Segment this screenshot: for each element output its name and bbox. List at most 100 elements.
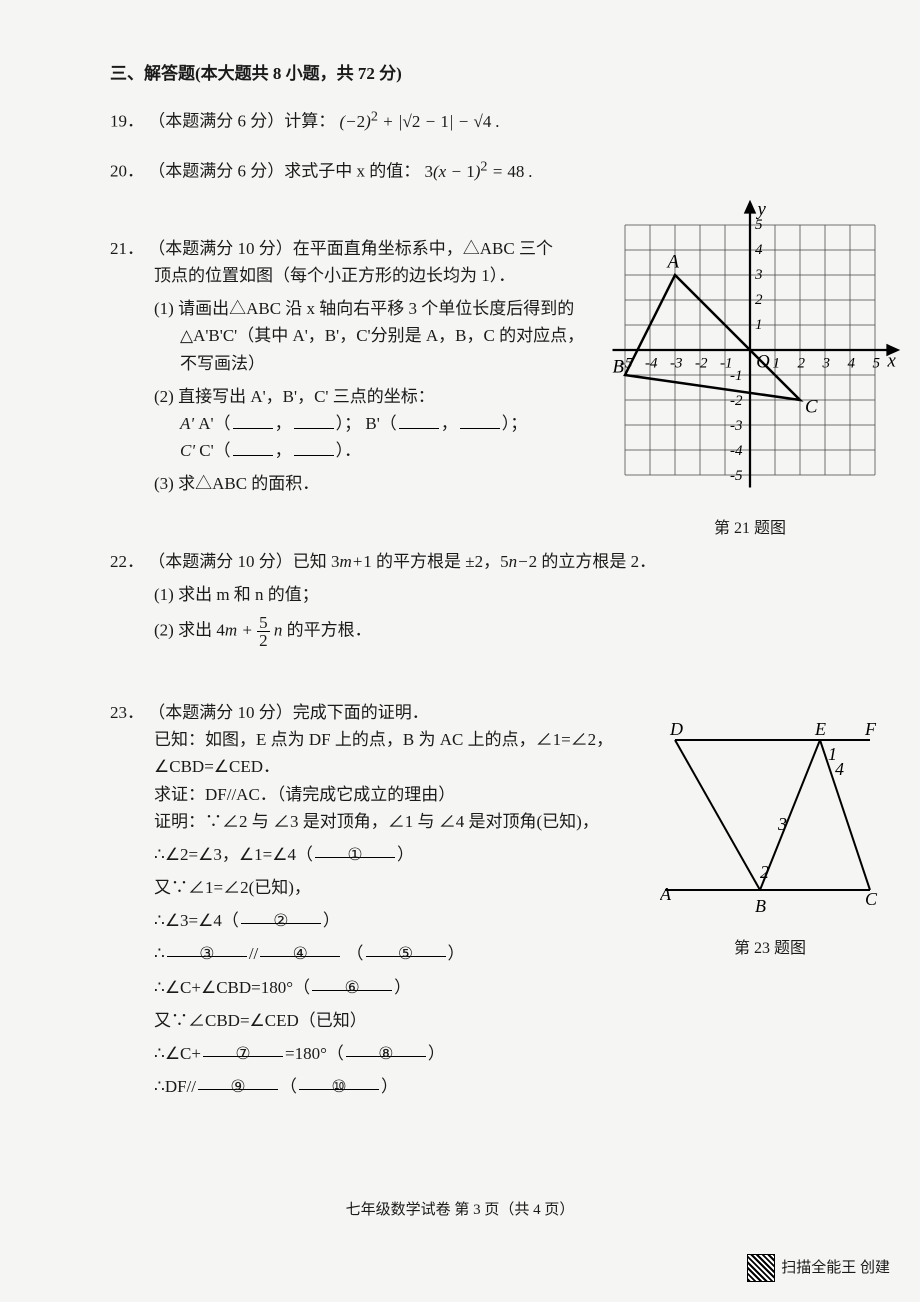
q21-part1-a: (1) 请画出△ABC 沿 x 轴向右平移 3 个单位长度后得到的 <box>110 295 590 322</box>
blank-8[interactable]: ⑧ <box>346 1040 426 1057</box>
q23-proof9: ∴DF//⑨（⑩） <box>110 1073 630 1100</box>
q21-part1-b: △A'B'C'（其中 A'，B'，C'分别是 A，B，C 的对应点， <box>110 322 590 349</box>
blank-3[interactable]: ③ <box>167 940 247 957</box>
q21-a-label: A'（ <box>198 414 230 433</box>
q23-proof5d: ） <box>448 944 465 963</box>
svg-text:-3: -3 <box>670 356 683 372</box>
blank-6[interactable]: ⑥ <box>312 974 392 991</box>
svg-text:C: C <box>865 889 878 909</box>
q23-proof6: ∴∠C+∠CBD=180°（⑥） <box>110 974 630 1001</box>
svg-text:-4: -4 <box>645 356 658 372</box>
svg-text:4: 4 <box>835 759 844 779</box>
q21-part2-blanks-1: A' A'（，）； B'（，）； <box>110 410 590 437</box>
svg-text:5: 5 <box>755 217 763 233</box>
q23-proof9b: （ <box>280 1077 297 1096</box>
q21-number: 21． <box>110 239 144 258</box>
q23-proof4a: ∴∠3=∠4（ <box>154 911 239 930</box>
svg-text:2: 2 <box>760 862 769 882</box>
q23-proof5c: （ <box>347 944 364 963</box>
q23-proof2: ∴∠2=∠3，∠1=∠4（①） <box>110 841 630 868</box>
circled-7: ⑦ <box>203 1040 283 1067</box>
blank-c-x[interactable] <box>233 439 273 456</box>
section-header: 三、解答题(本大题共 8 小题，共 72 分) <box>110 60 820 87</box>
question-21: 21． （本题满分 10 分）在平面直角坐标系中，△ABC 三个 顶点的位置如图… <box>110 235 590 498</box>
circled-8: ⑧ <box>346 1040 426 1067</box>
svg-text:-2: -2 <box>730 393 743 409</box>
q23-number: 23． <box>110 703 144 722</box>
q21-part1-c: 不写画法） <box>110 350 590 377</box>
q21-b-end: ）； <box>502 414 528 433</box>
q23-prefix: （本题满分 10 分）完成下面的证明． <box>148 703 429 722</box>
blank-5[interactable]: ⑤ <box>366 940 446 957</box>
q23-proof8c: ） <box>428 1044 445 1063</box>
figure-21: x y O A B C -5-4-3-2-1 12345 12345 -1-2-… <box>600 200 900 542</box>
blank-a-x[interactable] <box>233 412 273 429</box>
svg-text:3: 3 <box>754 267 763 283</box>
q22-number: 22． <box>110 552 144 571</box>
svg-text:F: F <box>864 720 877 739</box>
circled-1: ① <box>315 841 395 868</box>
svg-text:-5: -5 <box>730 468 743 484</box>
svg-text:1: 1 <box>755 317 763 333</box>
q21-c-label: C'（ <box>199 441 230 460</box>
svg-text:A: A <box>660 884 672 904</box>
circled-2: ② <box>241 907 321 934</box>
blank-b-x[interactable] <box>399 412 439 429</box>
q21-b-label: ）； B'（ <box>336 414 397 433</box>
svg-text:-3: -3 <box>730 418 743 434</box>
figure-23: D E F A B C 1 4 3 2 第 23 题图 <box>660 720 880 962</box>
svg-text:1: 1 <box>773 356 781 372</box>
q23-proof8: ∴∠C+⑦=180°（⑧） <box>110 1040 630 1067</box>
svg-text:D: D <box>669 720 683 739</box>
q21-part3: (3) 求△ABC 的面积． <box>110 470 590 497</box>
q20-expression: 3(x − 1)2 = 48 . <box>425 162 533 181</box>
origin-label: O <box>756 352 770 373</box>
q21-part2: (2) 直接写出 A'，B'，C' 三点的坐标： <box>110 383 590 410</box>
svg-text:-2: -2 <box>695 356 708 372</box>
q22-part1: (1) 求出 m 和 n 的值； <box>110 581 820 608</box>
q20-number: 20． <box>110 162 144 181</box>
q21-prefix: （本题满分 10 分）在平面直角坐标系中，△ABC 三个 <box>148 239 553 258</box>
q21-line2: 顶点的位置如图（每个小正方形的边长均为 1）． <box>110 262 590 289</box>
svg-text:2: 2 <box>798 356 806 372</box>
q23-proof5: ∴③//④ （⑤） <box>110 940 630 967</box>
q23-proof8a: ∴∠C+ <box>154 1044 201 1063</box>
q23-proof8b: =180°（ <box>285 1044 344 1063</box>
q23-prove: 求证：DF//AC．（请完成它成立的理由） <box>110 781 630 808</box>
point-c-label: C <box>805 397 818 418</box>
blank-7[interactable]: ⑦ <box>203 1040 283 1057</box>
blank-9[interactable]: ⑨ <box>198 1073 278 1090</box>
q20-prefix: （本题满分 6 分）求式子中 x 的值： <box>148 162 420 181</box>
svg-text:4: 4 <box>848 356 856 372</box>
q23-proof5a: ∴ <box>154 944 165 963</box>
circled-6: ⑥ <box>312 974 392 1001</box>
question-22: 22． （本题满分 10 分）已知 3m+1 的平方根是 ±2，5n−2 的立方… <box>110 548 820 649</box>
svg-text:4: 4 <box>755 242 763 258</box>
blank-1[interactable]: ① <box>315 841 395 858</box>
blank-b-y[interactable] <box>460 412 500 429</box>
blank-a-y[interactable] <box>294 412 334 429</box>
qr-icon <box>747 1254 775 1282</box>
q23-known: 已知：如图，E 点为 DF 上的点，B 为 AC 上的点，∠1=∠2， <box>110 726 630 753</box>
q23-proof9c: ） <box>381 1077 398 1096</box>
figure-21-caption: 第 21 题图 <box>600 516 900 542</box>
circled-9: ⑨ <box>198 1073 278 1100</box>
circled-5: ⑤ <box>366 940 446 967</box>
q23-proof4: ∴∠3=∠4（②） <box>110 907 630 934</box>
blank-c-y[interactable] <box>294 439 334 456</box>
blank-2[interactable]: ② <box>241 907 321 924</box>
blank-10[interactable]: ⑩ <box>299 1073 379 1090</box>
q23-proof3: 又∵∠1=∠2(已知)， <box>110 874 630 901</box>
q23-proof2b: ） <box>397 845 414 864</box>
question-20: 20． （本题满分 6 分）求式子中 x 的值： 3(x − 1)2 = 48 … <box>110 155 820 185</box>
watermark-text: 扫描全能王 创建 <box>781 1256 890 1280</box>
q19-expression: (−2)2 + |√2 − 1| − √4 . <box>340 112 500 131</box>
circled-10: ⑩ <box>299 1073 379 1100</box>
q23-proof5b: // <box>249 944 258 963</box>
svg-text:-5: -5 <box>620 356 633 372</box>
blank-4[interactable]: ④ <box>260 940 340 957</box>
svg-text:3: 3 <box>822 356 831 372</box>
svg-text:-4: -4 <box>730 443 743 459</box>
q22-part2: (2) 求出 4m + 52 n 的平方根． <box>110 614 820 649</box>
q23-known2: ∠CBD=∠CED． <box>110 753 630 780</box>
